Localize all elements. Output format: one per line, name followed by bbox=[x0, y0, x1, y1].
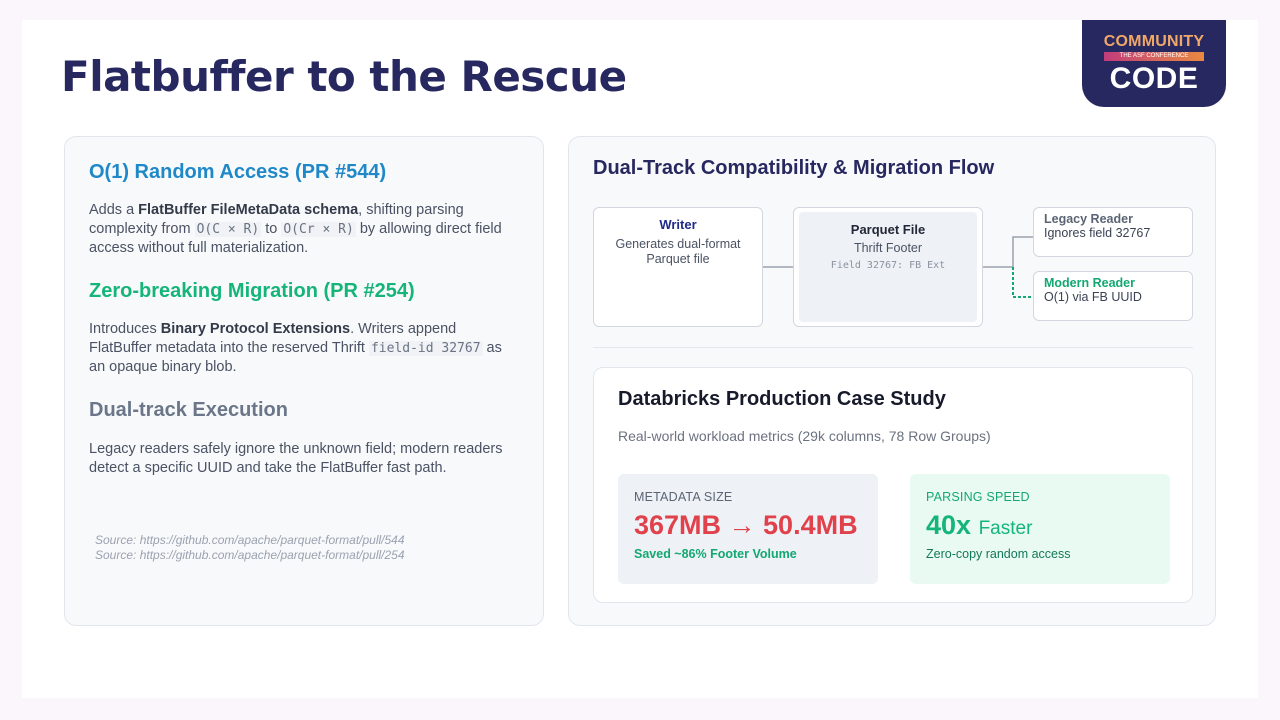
text-fragment: , shifting parsing complexity from bbox=[89, 202, 464, 237]
logo-bottom-text: CODE bbox=[1109, 62, 1199, 95]
modern-reader-text: O(1) via FB UUID bbox=[1044, 290, 1142, 304]
text-fragment: Adds a bbox=[89, 202, 139, 218]
features-card: O(1) Random Access (PR #544) Adds a Flat… bbox=[64, 136, 544, 626]
flow-title: Dual-Track Compatibility & Migration Flo… bbox=[593, 157, 995, 179]
logo-band-text: THE ASF CONFERENCE bbox=[1104, 52, 1204, 61]
text-fragment: to bbox=[261, 220, 282, 237]
metadata-size-value: 367MB → 50.4MB bbox=[634, 510, 858, 540]
parsing-speed-value: 40x Faster bbox=[926, 510, 1154, 541]
speedup-suffix: Faster bbox=[978, 518, 1033, 539]
divider bbox=[593, 347, 1193, 348]
code-complexity-after: O(Cr × R) bbox=[281, 221, 356, 237]
case-study-subtitle: Real-world workload metrics (29k columns… bbox=[618, 428, 991, 444]
metadata-size-note: Saved ~86% Footer Volume bbox=[634, 547, 797, 561]
community-code-logo: COMMUNITY THE ASF CONFERENCE CODE bbox=[1082, 20, 1226, 107]
speedup-number: 40x bbox=[926, 510, 972, 540]
logo-top-text: COMMUNITY bbox=[1103, 33, 1205, 50]
bold-term: Binary Protocol Extensions bbox=[160, 321, 351, 337]
modern-reader-node: Modern Reader O(1) via FB UUID bbox=[1033, 271, 1193, 321]
text-fragment: . Writers append FlatBuffer metadata int… bbox=[89, 321, 457, 356]
source-link[interactable]: Source: https://github.com/apache/parque… bbox=[95, 548, 405, 562]
writer-title: Writer bbox=[659, 217, 697, 232]
file-footer-text: Thrift Footer bbox=[853, 241, 923, 255]
file-field-code: Field 32767: FB Ext bbox=[830, 260, 946, 271]
code-complexity-before: O(C × R) bbox=[194, 221, 262, 237]
source-link[interactable]: Source: https://github.com/apache/parque… bbox=[95, 533, 405, 547]
flow-connectors bbox=[763, 236, 1033, 298]
text-fragment: Introduces bbox=[89, 321, 161, 337]
section-migration-text: Introduces Binary Protocol Extensions. W… bbox=[89, 320, 509, 377]
metadata-size-metric: METADATA SIZE 367MB → 50.4MB Saved ~86% … bbox=[618, 474, 878, 584]
legacy-reader-node: Legacy Reader Ignores field 32767 bbox=[1033, 207, 1193, 257]
text-fragment: as an opaque binary blob. bbox=[89, 339, 502, 376]
section-dual-track-text: Legacy readers safely ignore the unknown… bbox=[89, 441, 503, 476]
legacy-reader-text: Ignores field 32767 bbox=[1044, 226, 1151, 240]
bold-term: FlatBuffer FileMetaData schema bbox=[138, 202, 359, 218]
file-title: Parquet File bbox=[850, 222, 926, 237]
section-migration-heading: Zero-breaking Migration (PR #254) bbox=[89, 280, 415, 302]
parquet-file-node: Parquet File Thrift Footer Field 32767: … bbox=[793, 207, 983, 327]
connector-to-modern bbox=[1012, 267, 1033, 298]
parsing-speed-metric: PARSING SPEED 40x Faster Zero-copy rando… bbox=[910, 474, 1170, 584]
section-random-access-text: Adds a FlatBuffer FileMetaData schema, s… bbox=[89, 201, 509, 258]
code-field-id: field-id 32767 bbox=[368, 340, 483, 356]
migration-card: Dual-Track Compatibility & Migration Flo… bbox=[568, 136, 1216, 626]
writer-node: Writer Generates dual-format Parquet fil… bbox=[593, 207, 763, 327]
case-study-panel: Databricks Production Case Study Real-wo… bbox=[593, 367, 1193, 603]
writer-text: Generates dual-format Parquet file bbox=[615, 237, 741, 266]
section-dual-track-heading: Dual-track Execution bbox=[89, 399, 288, 421]
parsing-speed-note: Zero-copy random access bbox=[926, 547, 1071, 561]
connector-to-legacy bbox=[1012, 236, 1033, 267]
page-title: Flatbuffer to the Rescue bbox=[61, 52, 627, 101]
text-fragment: by allowing direct field access without … bbox=[89, 220, 502, 257]
section-random-access-heading: O(1) Random Access (PR #544) bbox=[89, 161, 387, 183]
parquet-file-inner: Parquet File Thrift Footer Field 32767: … bbox=[799, 212, 977, 322]
modern-reader-title: Modern Reader bbox=[1044, 276, 1135, 290]
metric-label: METADATA SIZE bbox=[634, 490, 733, 504]
case-study-title: Databricks Production Case Study bbox=[618, 388, 946, 410]
legacy-reader-title: Legacy Reader bbox=[1044, 212, 1133, 226]
metric-label: PARSING SPEED bbox=[926, 490, 1030, 504]
